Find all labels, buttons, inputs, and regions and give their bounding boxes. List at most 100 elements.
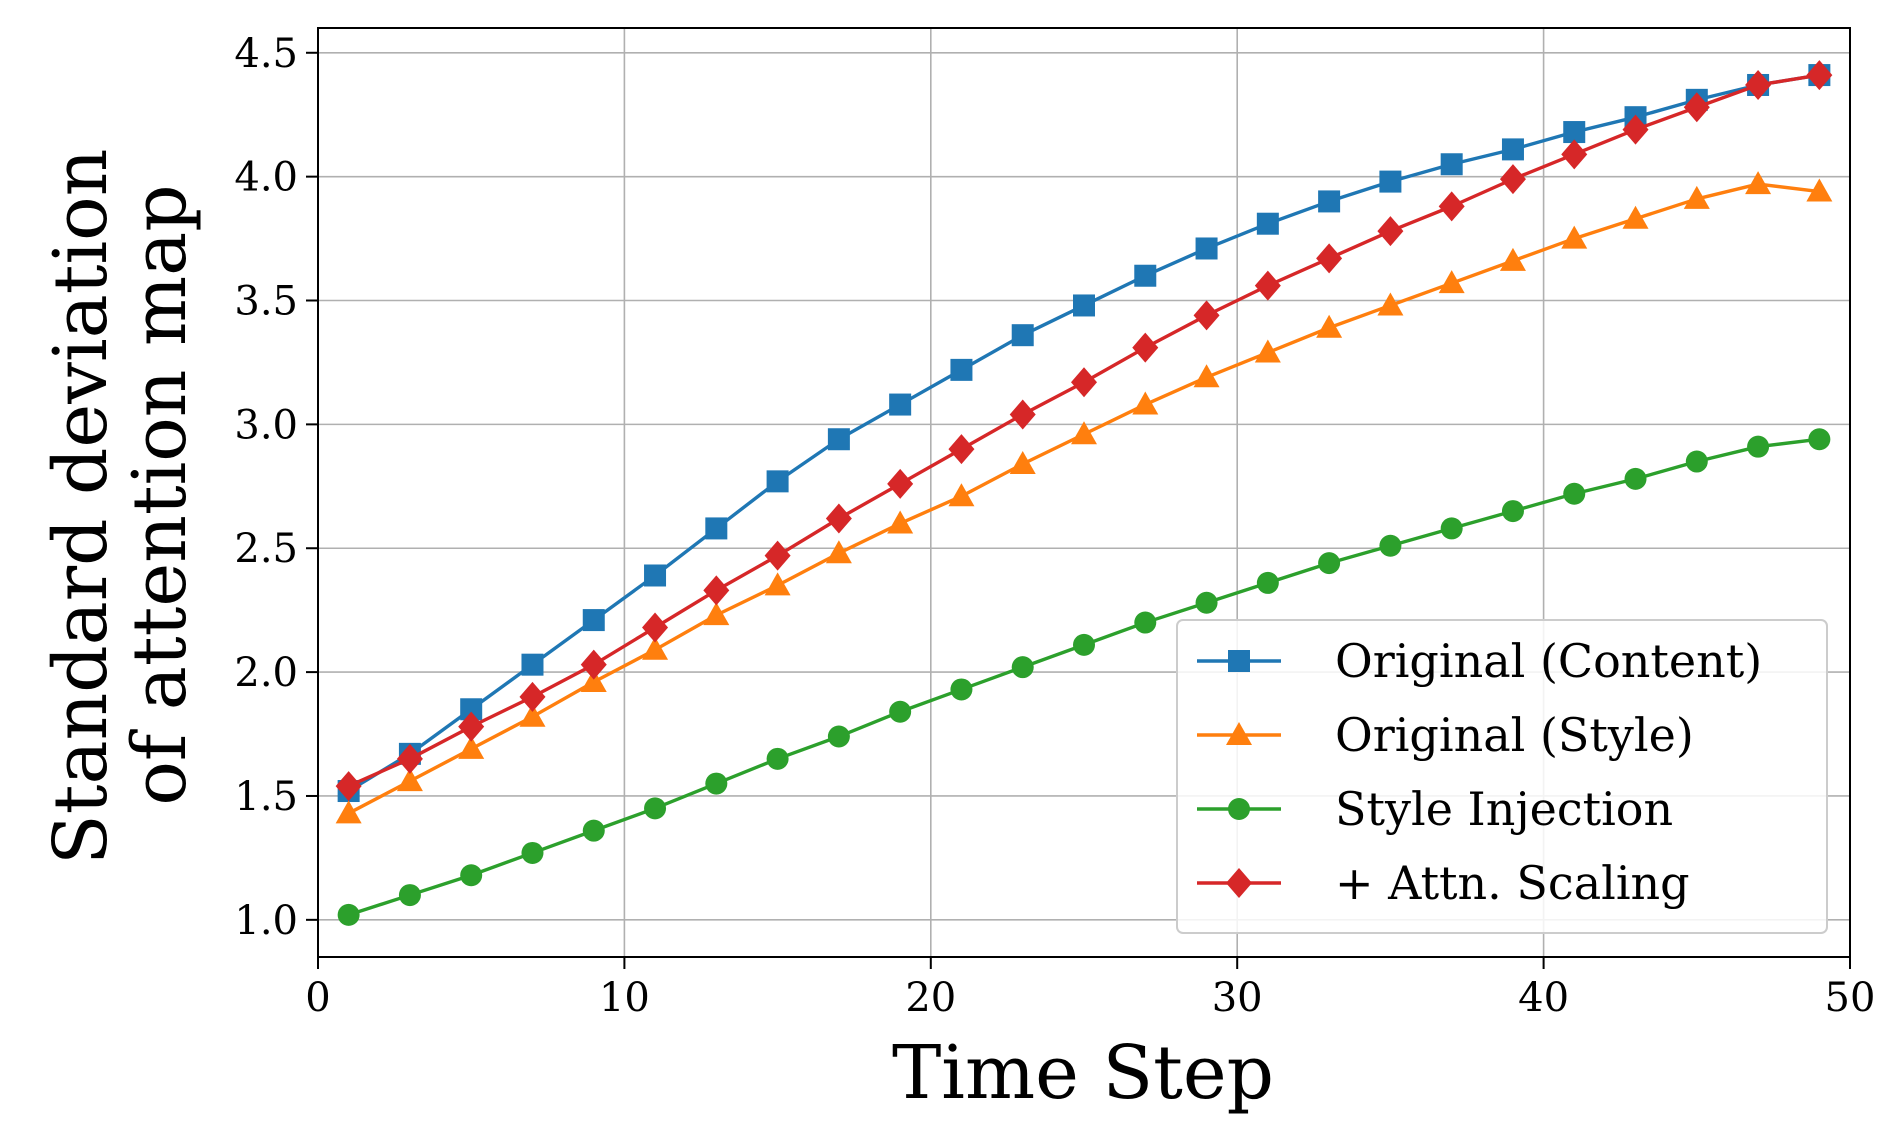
data-point (582, 609, 605, 632)
data-point (1195, 237, 1218, 260)
data-point (1071, 421, 1097, 445)
series-2 (335, 171, 1833, 824)
data-point (1683, 185, 1710, 209)
data-point (1379, 534, 1402, 557)
legend-label: Original (Style) (1335, 708, 1694, 762)
data-point (642, 636, 669, 660)
data-point (1134, 264, 1157, 287)
data-point (1134, 611, 1157, 634)
legend-marker (1226, 868, 1252, 898)
data-point (764, 540, 791, 571)
y-axis-label-line-1: Standard deviation (38, 149, 124, 865)
data-point (948, 434, 975, 465)
y-axis-label-line-2: of attention map (117, 184, 203, 805)
data-point (950, 678, 973, 701)
data-point (827, 428, 850, 451)
data-point (1622, 205, 1649, 229)
data-point (1501, 138, 1524, 161)
data-point (1377, 216, 1404, 247)
data-point (1193, 300, 1220, 331)
x-tick-label: 50 (1825, 975, 1876, 1021)
data-point (1132, 391, 1159, 415)
data-point (582, 819, 605, 842)
axis-ticks: 0 10 20 30 40 50 1.0 1.5 2.0 2.5 3.0 3.5 4.0 4.5 (234, 31, 1875, 1021)
data-point (827, 725, 850, 748)
data-point (1747, 435, 1770, 458)
data-point (460, 698, 483, 721)
x-tick-label: 20 (905, 975, 956, 1021)
data-point (764, 572, 791, 596)
legend-box (1176, 619, 1828, 934)
data-point (1561, 225, 1588, 249)
data-point (1440, 153, 1463, 176)
data-point (1254, 270, 1281, 301)
data-point (1438, 270, 1465, 294)
data-point (521, 841, 544, 864)
data-point (580, 649, 607, 680)
y-tick-label: 3.0 (234, 402, 298, 448)
data-point (1073, 633, 1095, 656)
y-tick-label: 4.0 (234, 155, 298, 201)
data-point (705, 772, 728, 795)
data-point (398, 884, 421, 907)
data-point (1256, 212, 1279, 235)
legend-marker (1228, 798, 1250, 820)
legend-marker (1228, 650, 1250, 672)
data-point (396, 768, 423, 792)
legend: Original (Content) Original (Style) Style … (1176, 619, 1828, 934)
data-point (1009, 399, 1036, 430)
legend-entry: Original (Style) (1197, 708, 1694, 762)
legend-entry: + Attn. Scaling (1197, 856, 1690, 910)
data-point (644, 797, 667, 820)
data-point (703, 575, 730, 606)
data-point (335, 771, 362, 802)
data-point (1318, 190, 1341, 213)
data-point (1438, 191, 1465, 222)
data-point (1806, 60, 1833, 91)
data-point (1745, 69, 1772, 100)
x-tick-label: 0 (305, 975, 330, 1021)
legend-entry: Style Injection (1197, 782, 1673, 836)
data-point (1316, 314, 1343, 338)
data-point (519, 703, 546, 727)
series-1 (337, 64, 1831, 803)
y-tick-label: 3.5 (234, 279, 298, 325)
data-point (703, 602, 730, 626)
legend-label: + Attn. Scaling (1335, 856, 1690, 910)
data-point (519, 681, 546, 712)
data-point (521, 653, 544, 676)
data-point (1563, 121, 1586, 144)
data-point (1132, 332, 1159, 363)
data-point (1318, 552, 1341, 575)
data-point (1073, 294, 1095, 317)
y-axis-label: Standard deviation of attention map (38, 125, 203, 865)
series-3 (337, 428, 1831, 926)
series-4 (335, 60, 1833, 802)
data-point (1377, 292, 1404, 316)
legend-entry: Original (Content) (1197, 634, 1762, 688)
data-point (1683, 92, 1710, 123)
data-point (1622, 114, 1649, 145)
data-point (396, 743, 423, 774)
data-point (1563, 482, 1586, 505)
data-point (1011, 324, 1034, 347)
data-point (887, 510, 914, 534)
data-point (642, 612, 669, 643)
data-point (335, 800, 362, 824)
legend-label: Original (Content) (1335, 634, 1762, 688)
data-point (1806, 178, 1833, 202)
data-point (458, 711, 485, 742)
data-point (644, 564, 667, 587)
data-point (766, 470, 789, 493)
series-group (335, 60, 1833, 926)
legend-label: Style Injection (1335, 782, 1673, 836)
data-point (889, 700, 912, 723)
data-point (1440, 517, 1463, 540)
y-tick-label: 1.0 (234, 898, 298, 944)
data-point (337, 903, 360, 926)
data-point (1071, 367, 1097, 398)
y-tick-label: 1.5 (234, 774, 298, 820)
data-point (1195, 591, 1218, 614)
data-point (1624, 467, 1647, 490)
